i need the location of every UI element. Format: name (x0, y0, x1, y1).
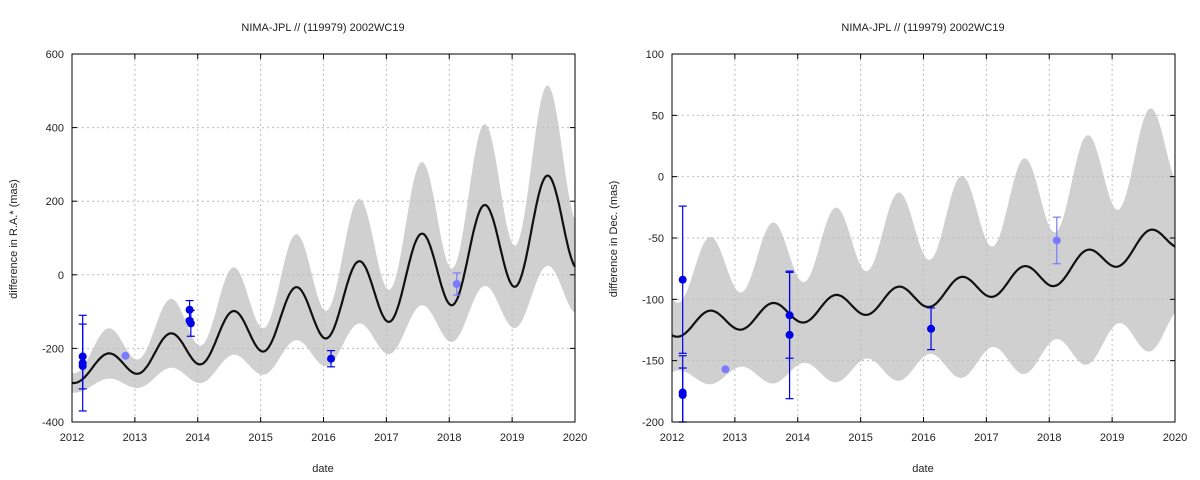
x-tick-label: 2015 (248, 432, 272, 444)
observation-point (327, 354, 336, 363)
x-tick-label: 2017 (974, 432, 998, 444)
y-tick-label: -150 (642, 356, 664, 368)
y-tick-label: -400 (42, 417, 64, 429)
observation-point (121, 351, 130, 360)
x-tick-label: 2014 (186, 432, 210, 444)
observation-point (186, 319, 195, 328)
ra-x-axis-label: date (312, 463, 333, 475)
x-tick-label: 2014 (786, 432, 810, 444)
x-tick-label: 2012 (60, 432, 84, 444)
dec-chart-title: NIMA-JPL // (119979) 2002WC19 (841, 22, 1004, 34)
model-curve (671, 228, 1176, 338)
dec-x-axis-label: date (912, 463, 933, 475)
x-tick-label: 2020 (563, 432, 587, 444)
y-tick-label: 100 (646, 49, 664, 61)
x-tick-label: 2015 (848, 432, 872, 444)
observation-point (452, 280, 461, 288)
x-tick-label: 2016 (311, 432, 335, 444)
model-curve (71, 174, 576, 385)
x-tick-label: 2018 (437, 432, 461, 444)
y-tick-label: 0 (658, 172, 664, 184)
y-tick-label: -100 (642, 294, 664, 306)
observation-point (721, 365, 730, 374)
y-tick-label: 400 (46, 123, 64, 135)
ra-chart-title: NIMA-JPL // (119979) 2002WC19 (241, 22, 404, 34)
y-tick-label: 200 (46, 196, 64, 208)
y-tick-label: 600 (46, 49, 64, 61)
y-tick-label: 50 (652, 110, 664, 122)
ra-y-axis-label: difference in R.A.* (mas) (8, 179, 20, 299)
observation-point (927, 324, 936, 333)
y-tick-label: -50 (648, 233, 664, 245)
x-tick-label: 2020 (1163, 432, 1187, 444)
x-tick-label: 2018 (1037, 432, 1061, 444)
observation-point (678, 275, 687, 284)
x-tick-label: 2019 (500, 432, 524, 444)
dec-panel: NIMA-JPL // (119979) 2002WC19 date diffe… (608, 22, 1187, 475)
observation-point (785, 330, 794, 339)
observation-point (678, 391, 687, 400)
ra-panel: NIMA-JPL // (119979) 2002WC19 date diffe… (8, 22, 587, 475)
y-tick-label: -200 (642, 417, 664, 429)
x-tick-label: 2016 (911, 432, 935, 444)
y-tick-label: -200 (42, 343, 64, 355)
x-tick-label: 2019 (1100, 432, 1124, 444)
x-tick-label: 2017 (374, 432, 398, 444)
observation-point (185, 305, 194, 314)
x-tick-label: 2013 (123, 432, 147, 444)
observation-point (1052, 236, 1061, 245)
dec-y-axis-label: difference in Dec. (mas) (608, 181, 620, 298)
x-tick-label: 2013 (723, 432, 747, 444)
observation-point (78, 362, 87, 371)
y-tick-label: 0 (58, 270, 64, 282)
x-tick-label: 2012 (660, 432, 684, 444)
